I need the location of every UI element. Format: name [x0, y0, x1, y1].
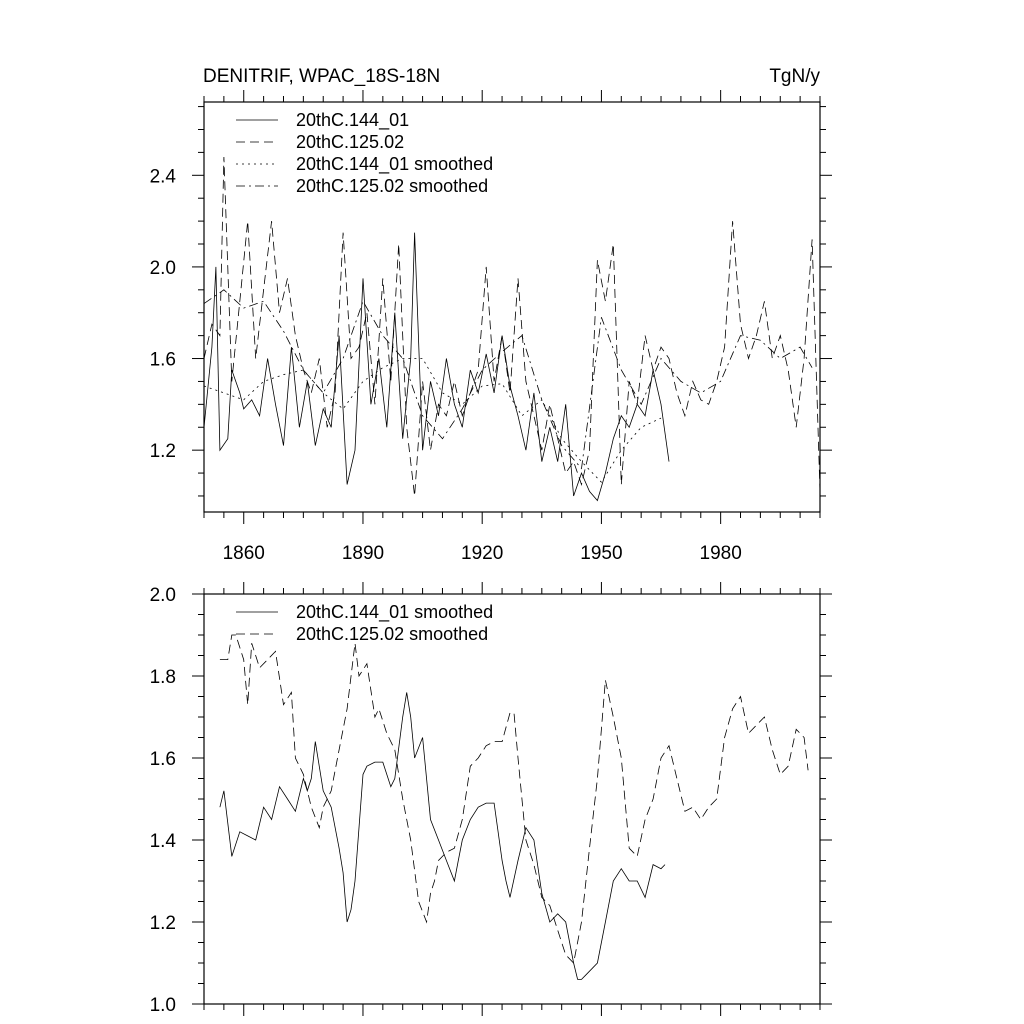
y-tick-label: 2.0 [150, 585, 176, 606]
x-tick-label: 1860 [223, 543, 265, 564]
x-tick-label: 1980 [700, 543, 742, 564]
legend-label-3: 20thC.144_01 smoothed [296, 154, 493, 175]
units-label: TgN/y [769, 66, 820, 87]
series-line-2 [219, 634, 809, 964]
series-line-1 [219, 692, 666, 980]
legend-label-2: 20thC.125.02 smoothed [296, 624, 488, 644]
y-tick-label: 1.0 [150, 995, 176, 1016]
series-line-4 [203, 289, 813, 470]
series-line-2 [203, 156, 821, 497]
y-tick-label: 1.6 [150, 350, 176, 371]
chart-title: DENITRIF, WPAC_18S-18N [203, 66, 440, 87]
y-tick-label: 2.0 [150, 258, 176, 279]
legend-label-4: 20thC.125.02 smoothed [296, 176, 488, 196]
legend-label-1: 20thC.144_01 smoothed [296, 602, 493, 623]
bottom-plot-frame [203, 593, 821, 1005]
y-tick-label: 1.6 [150, 749, 176, 770]
bottom-series-group [219, 634, 809, 980]
top-series-group [203, 156, 821, 502]
series-line-1 [203, 232, 670, 502]
legend-label-1: 20thC.144_01 [296, 110, 409, 131]
x-tick-label: 1950 [580, 543, 622, 564]
legend-label-2: 20thC.125.02 [296, 132, 404, 152]
top-axis-ticks: 1860 1890 1920 1950 1980 1.2 1.6 2.0 2.4 [150, 90, 832, 564]
bottom-axis-ticks: 1.0 1.2 1.4 1.6 1.8 2.0 [150, 582, 832, 1016]
series-line-3 [203, 358, 662, 483]
top-plot-frame [203, 101, 821, 513]
y-tick-label: 1.2 [150, 441, 176, 462]
x-tick-label: 1920 [461, 543, 503, 564]
y-tick-label: 2.4 [150, 166, 177, 187]
x-tick-label: 1890 [342, 543, 384, 564]
top-chart-panel: DENITRIF, WPAC_18S-18N TgN/y 1860 1890 192… [150, 66, 832, 564]
y-tick-label: 1.2 [150, 913, 176, 934]
y-tick-label: 1.4 [150, 831, 177, 852]
bottom-chart-panel: 1.0 1.2 1.4 1.6 1.8 2.0 20thC.144_01 smoothed… [150, 582, 832, 1016]
y-tick-label: 1.8 [150, 667, 176, 688]
